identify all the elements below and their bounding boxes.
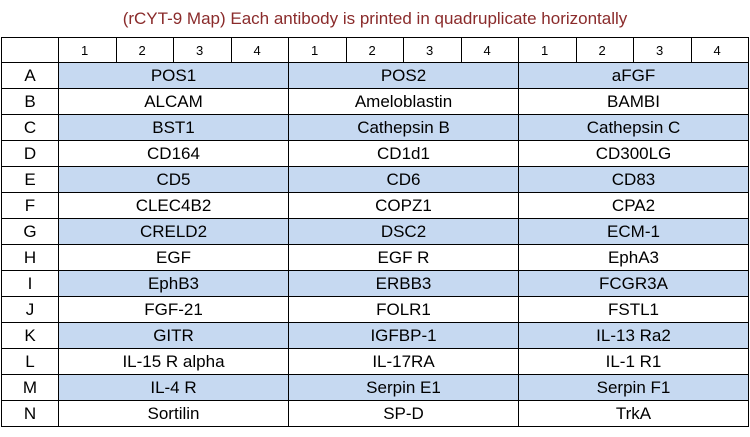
row-label: G bbox=[1, 218, 59, 245]
antibody-cell: TrkA bbox=[518, 400, 749, 427]
row-label: K bbox=[1, 322, 59, 349]
antibody-cell: GITR bbox=[58, 322, 289, 349]
antibody-cell: IGFBP-1 bbox=[288, 322, 519, 349]
map-row: A POS1 POS2 aFGF bbox=[1, 62, 749, 89]
row-label: N bbox=[1, 400, 59, 427]
map-row: G CRELD2 DSC2 ECM-1 bbox=[1, 218, 749, 245]
antibody-cell: FCGR3A bbox=[518, 270, 749, 297]
map-row: J FGF-21 FOLR1 FSTL1 bbox=[1, 296, 749, 323]
antibody-cell: CD5 bbox=[58, 166, 289, 193]
antibody-cell: Serpin F1 bbox=[518, 374, 749, 401]
row-label: F bbox=[1, 192, 59, 219]
antibody-cell: FOLR1 bbox=[288, 296, 519, 323]
column-number: 3 bbox=[173, 37, 232, 63]
antibody-cell: CD1d1 bbox=[288, 140, 519, 167]
antibody-cell: EGF R bbox=[288, 244, 519, 271]
map-row: D CD164 CD1d1 CD300LG bbox=[1, 140, 749, 167]
antibody-cell: CD83 bbox=[518, 166, 749, 193]
column-number: 3 bbox=[403, 37, 462, 63]
antibody-cell: ERBB3 bbox=[288, 270, 519, 297]
row-label: M bbox=[1, 374, 59, 401]
column-number: 4 bbox=[690, 37, 749, 63]
column-number: 2 bbox=[345, 37, 404, 63]
map-row: I EphB3 ERBB3 FCGR3A bbox=[1, 270, 749, 297]
antibody-cell: CRELD2 bbox=[58, 218, 289, 245]
row-label: B bbox=[1, 88, 59, 115]
antibody-cell: DSC2 bbox=[288, 218, 519, 245]
map-row: N Sortilin SP-D TrkA bbox=[1, 400, 749, 427]
map-row: E CD5 CD6 CD83 bbox=[1, 166, 749, 193]
antibody-cell: POS2 bbox=[288, 62, 519, 89]
antibody-cell: EphA3 bbox=[518, 244, 749, 271]
antibody-cell: POS1 bbox=[58, 62, 289, 89]
title: (rCYT-9 Map) Each antibody is printed in… bbox=[122, 9, 628, 28]
antibody-cell: IL-13 Ra2 bbox=[518, 322, 749, 349]
antibody-cell: IL-17RA bbox=[288, 348, 519, 375]
map-row: F CLEC4B2 COPZ1 CPA2 bbox=[1, 192, 749, 219]
column-number: 1 bbox=[58, 37, 117, 63]
antibody-cell: CD6 bbox=[288, 166, 519, 193]
row-label: D bbox=[1, 140, 59, 167]
antibody-cell: COPZ1 bbox=[288, 192, 519, 219]
column-number: 2 bbox=[115, 37, 174, 63]
antibody-cell: BST1 bbox=[58, 114, 289, 141]
row-label: E bbox=[1, 166, 59, 193]
antibody-cell: CPA2 bbox=[518, 192, 749, 219]
antibody-cell: ALCAM bbox=[58, 88, 289, 115]
column-number: 2 bbox=[575, 37, 634, 63]
antibody-cell: SP-D bbox=[288, 400, 519, 427]
antibody-cell: aFGF bbox=[518, 62, 749, 89]
row-label: A bbox=[1, 62, 59, 89]
column-number: 4 bbox=[230, 37, 289, 63]
map-row: C BST1 Cathepsin B Cathepsin C bbox=[1, 114, 749, 141]
row-label: L bbox=[1, 348, 59, 375]
antibody-cell: Sortilin bbox=[58, 400, 289, 427]
map-row: M IL-4 R Serpin E1 Serpin F1 bbox=[1, 374, 749, 401]
map-row: B ALCAM Ameloblastin BAMBI bbox=[1, 88, 749, 115]
antibody-cell: CD300LG bbox=[518, 140, 749, 167]
antibody-cell: Ameloblastin bbox=[288, 88, 519, 115]
map-row: H EGF EGF R EphA3 bbox=[1, 244, 749, 271]
antibody-cell: FSTL1 bbox=[518, 296, 749, 323]
antibody-cell: Cathepsin C bbox=[518, 114, 749, 141]
antibody-cell: Cathepsin B bbox=[288, 114, 519, 141]
antibody-cell: BAMBI bbox=[518, 88, 749, 115]
column-number: 3 bbox=[633, 37, 692, 63]
row-label: C bbox=[1, 114, 59, 141]
row-label: I bbox=[1, 270, 59, 297]
column-number: 1 bbox=[518, 37, 577, 63]
antibody-cell: CD164 bbox=[58, 140, 289, 167]
row-label: H bbox=[1, 244, 59, 271]
antibody-cell: FGF-21 bbox=[58, 296, 289, 323]
row-label: J bbox=[1, 296, 59, 323]
antibody-map: 1 2 3 4 1 2 3 4 1 2 3 4 A POS1 POS2 aFGF B ALCAM Ameloblas… bbox=[1, 37, 749, 427]
antibody-cell: EphB3 bbox=[58, 270, 289, 297]
antibody-cell: EGF bbox=[58, 244, 289, 271]
antibody-cell: ECM-1 bbox=[518, 218, 749, 245]
map-row: L IL-15 R alpha IL-17RA IL-1 R1 bbox=[1, 348, 749, 375]
antibody-cell: IL-15 R alpha bbox=[58, 348, 289, 375]
map-row: K GITR IGFBP-1 IL-13 Ra2 bbox=[1, 322, 749, 349]
antibody-cell: CLEC4B2 bbox=[58, 192, 289, 219]
column-number: 4 bbox=[460, 37, 519, 63]
column-number: 1 bbox=[288, 37, 347, 63]
corner-cell bbox=[1, 37, 59, 63]
antibody-cell: Serpin E1 bbox=[288, 374, 519, 401]
antibody-cell: IL-1 R1 bbox=[518, 348, 749, 375]
antibody-cell: IL-4 R bbox=[58, 374, 289, 401]
